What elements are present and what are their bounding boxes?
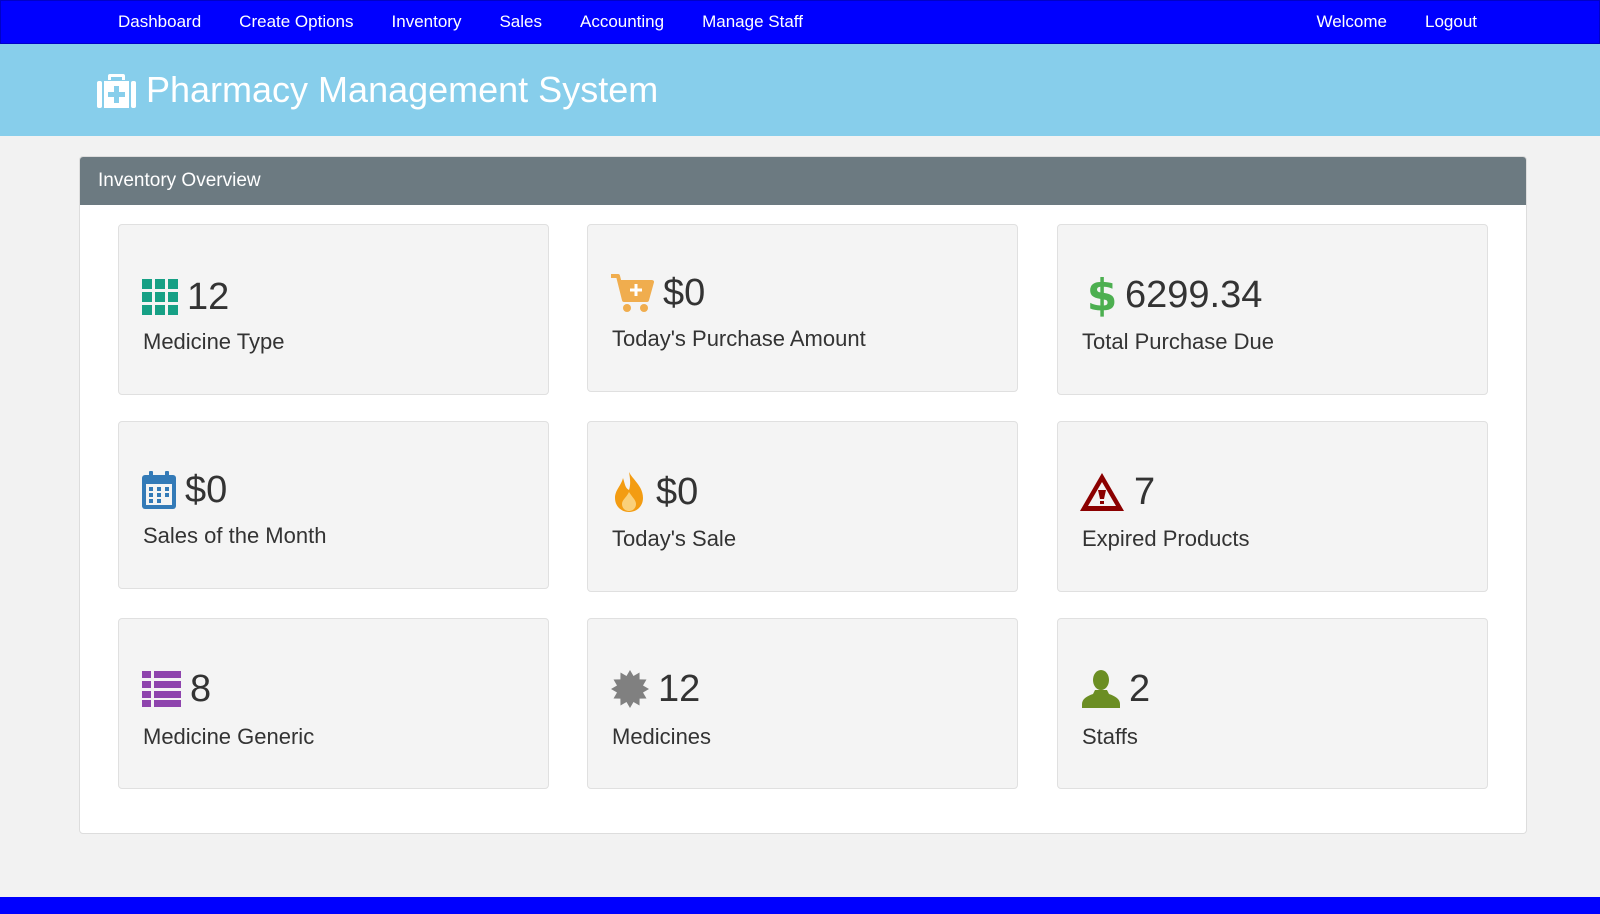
stat-label: Staffs	[1082, 724, 1138, 749]
stat-label: Expired Products	[1082, 526, 1250, 551]
stat-card-medicine-type[interactable]: 12 Medicine Type	[118, 224, 549, 395]
cart-plus-icon	[611, 274, 654, 312]
nav-menu-left: Dashboard Create Options Inventory Sales…	[99, 1, 822, 43]
stat-label: Today's Sale	[612, 526, 737, 551]
stat-label: Sales of the Month	[143, 523, 327, 548]
stat-card-todays-purchase[interactable]: $0 Today's Purchase Amount	[587, 224, 1018, 392]
stat-value: $0	[185, 469, 228, 511]
medkit-icon	[97, 74, 136, 108]
stat-card-medicines[interactable]: 12 Medicines	[587, 618, 1018, 789]
svg-text:$: $	[1088, 273, 1116, 317]
list-icon	[142, 671, 181, 707]
nav-create-options-link[interactable]: Create Options	[239, 12, 354, 31]
fire-icon	[615, 472, 643, 512]
stat-label: Medicines	[612, 724, 712, 749]
page-title: Pharmacy Management System	[146, 69, 659, 110]
nav-dashboard-link[interactable]: Dashboard	[118, 12, 202, 31]
certificate-icon	[611, 670, 649, 708]
nav-inventory-link[interactable]: Inventory	[391, 12, 462, 31]
stat-label: Total Purchase Due	[1082, 329, 1274, 354]
top-navbar: Dashboard Create Options Inventory Sales…	[0, 0, 1600, 44]
dollar-icon: $	[1088, 273, 1116, 317]
stat-value: 6299.34	[1125, 274, 1263, 316]
warning-icon	[1080, 473, 1124, 511]
inventory-overview-panel: Inventory Overview 12 Medicine Type	[79, 156, 1527, 834]
stat-card-staffs[interactable]: 2 Staffs	[1057, 618, 1488, 789]
stat-card-total-purchase-due[interactable]: $ 6299.34 Total Purchase Due	[1057, 224, 1488, 395]
stat-label: Medicine Type	[143, 329, 285, 354]
stat-value: $0	[663, 272, 706, 314]
panel-heading: Inventory Overview	[80, 157, 1526, 205]
footer-bar	[0, 897, 1600, 914]
nav-welcome-link[interactable]: Welcome	[1316, 12, 1387, 31]
stat-card-todays-sale[interactable]: $0 Today's Sale	[587, 421, 1018, 592]
stat-value: 8	[190, 668, 212, 710]
stat-card-medicine-generic[interactable]: 8 Medicine Generic	[118, 618, 549, 789]
stat-value: 7	[1134, 471, 1156, 513]
page-header: Pharmacy Management System	[0, 44, 1600, 136]
stat-value: 12	[187, 276, 230, 318]
nav-sales-link[interactable]: Sales	[499, 12, 542, 31]
stat-label: Today's Purchase Amount	[612, 326, 866, 351]
grid-icon	[142, 279, 178, 315]
nav-logout-link[interactable]: Logout	[1425, 12, 1477, 31]
nav-manage-staff-link[interactable]: Manage Staff	[702, 12, 803, 31]
nav-accounting-link[interactable]: Accounting	[579, 12, 665, 31]
nav-menu-right: Welcome Logout	[1297, 1, 1496, 43]
user-icon	[1082, 670, 1120, 708]
stat-value: $0	[656, 471, 699, 513]
stat-card-sales-of-month[interactable]: $0 Sales of the Month	[118, 421, 549, 589]
stat-value: 2	[1129, 668, 1151, 710]
stat-value: 12	[658, 668, 701, 710]
header-brand: Pharmacy Management System	[97, 68, 658, 112]
calendar-icon	[142, 471, 176, 509]
stat-card-expired-products[interactable]: 7 Expired Products	[1057, 421, 1488, 592]
stat-label: Medicine Generic	[143, 724, 315, 749]
